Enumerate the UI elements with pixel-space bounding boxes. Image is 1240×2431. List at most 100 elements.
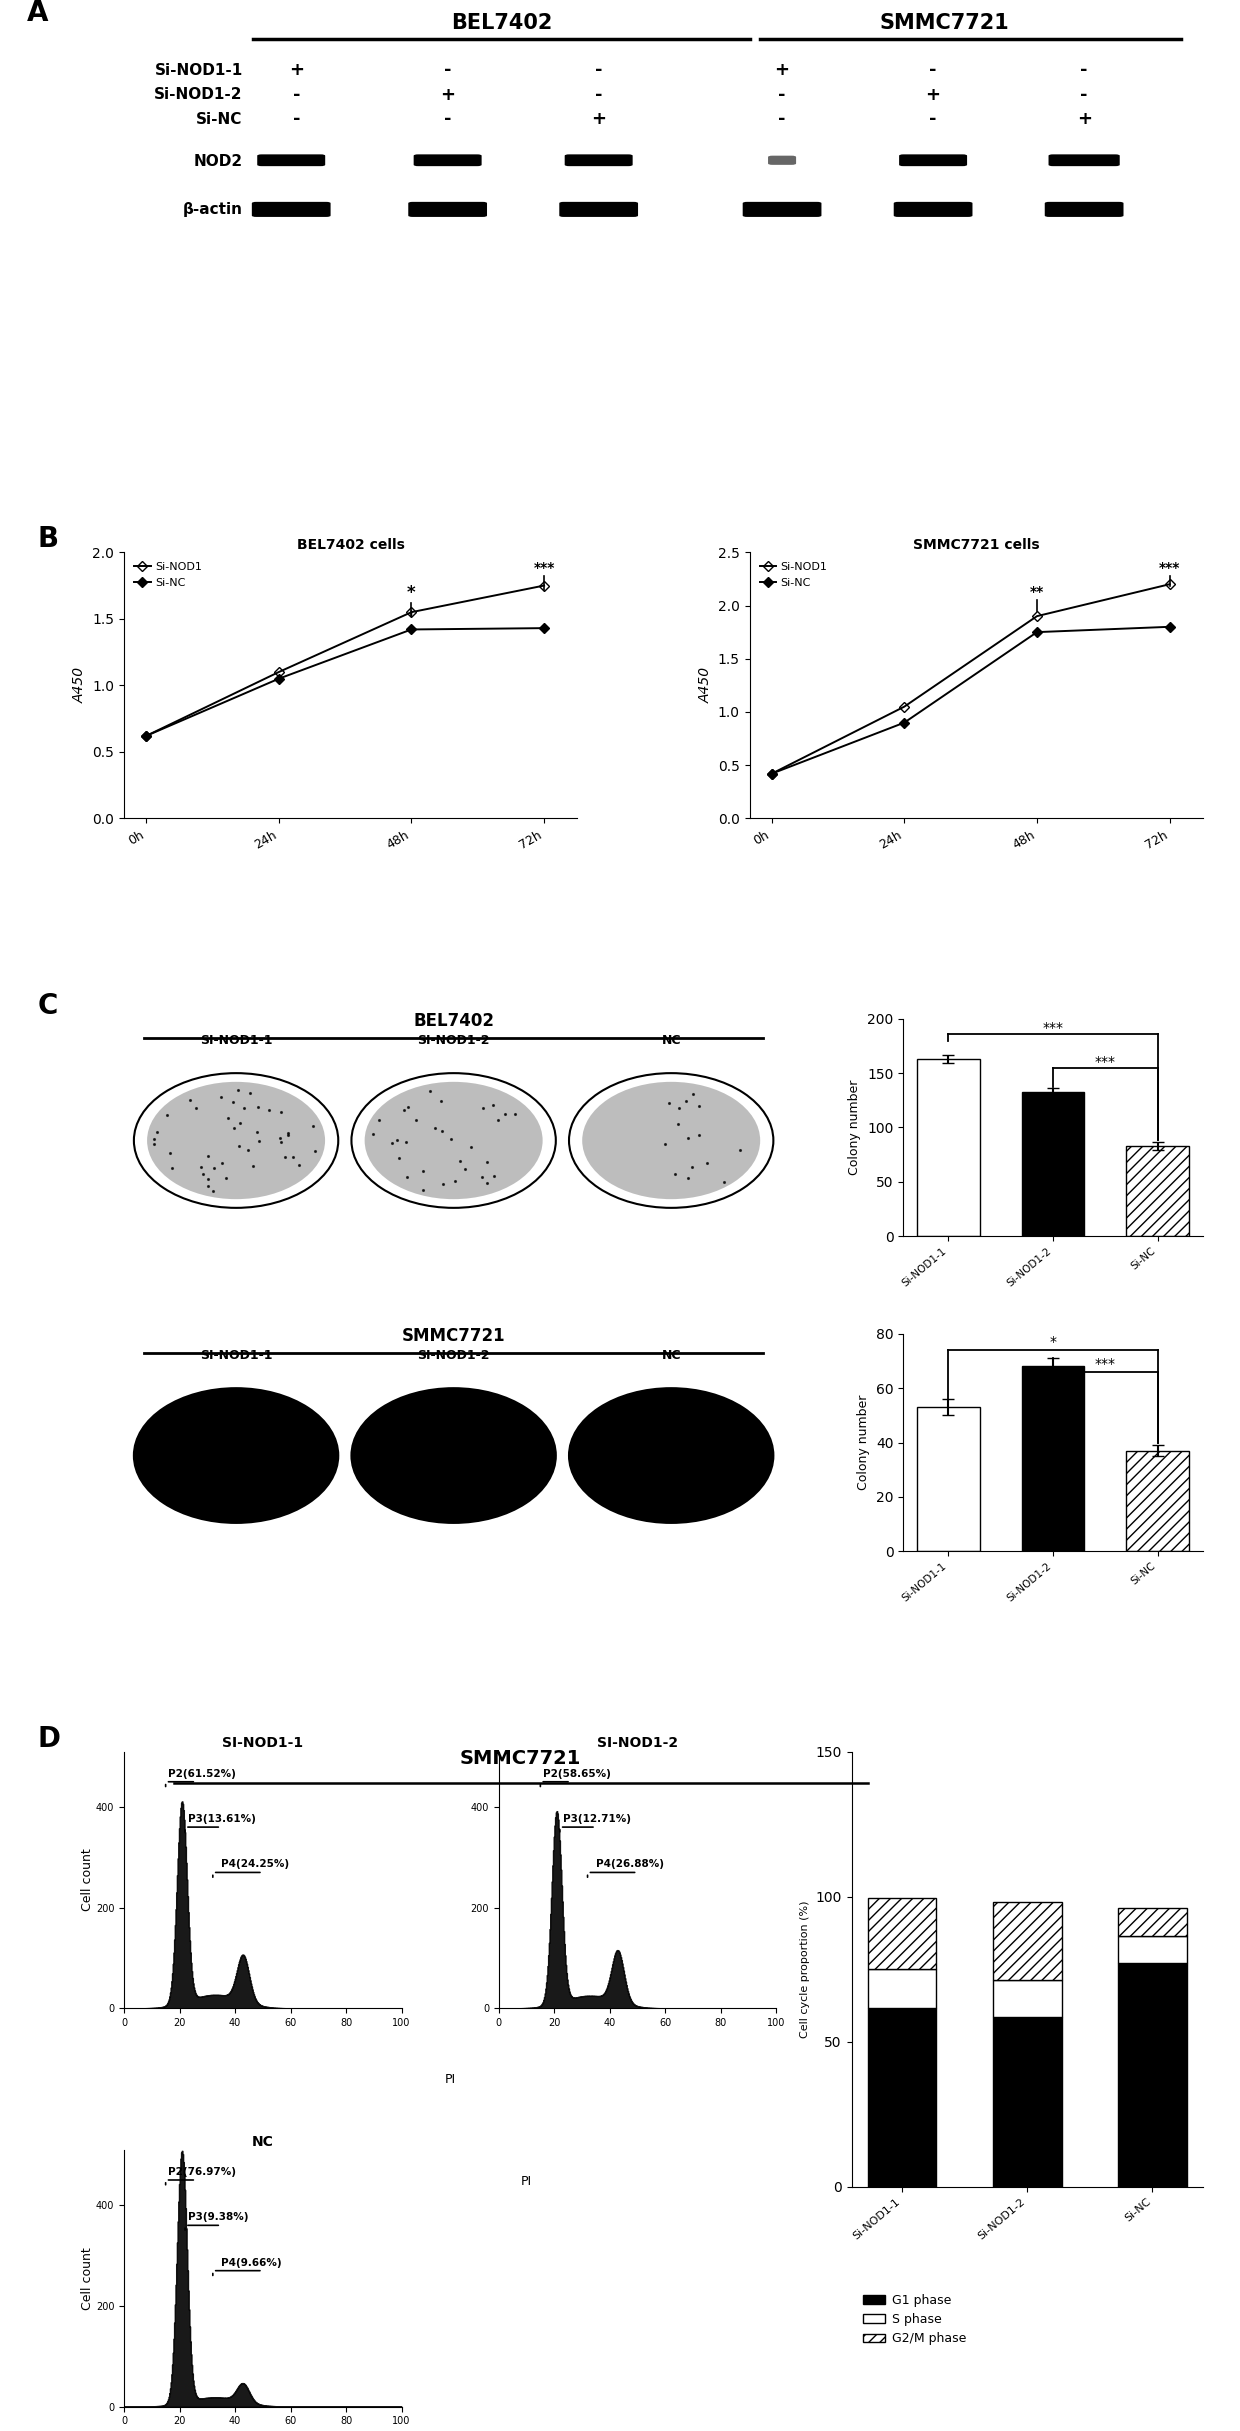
Circle shape xyxy=(569,1072,774,1208)
Si-NC xyxy=(1029,617,1044,647)
Bar xyxy=(916,1408,980,1551)
Bar xyxy=(1118,1908,1187,1935)
Bar xyxy=(868,1899,936,1969)
Text: P4(26.88%): P4(26.88%) xyxy=(596,1860,663,1869)
Text: -: - xyxy=(1080,85,1087,105)
Bar xyxy=(1022,1366,1085,1551)
Text: D: D xyxy=(37,1724,61,1753)
Text: C: C xyxy=(37,992,57,1021)
Bar xyxy=(993,2018,1061,2188)
Bar xyxy=(1118,1935,1187,1964)
Bar xyxy=(1126,1451,1189,1551)
Text: *: * xyxy=(1049,1335,1056,1349)
Y-axis label: Colony number: Colony number xyxy=(848,1079,862,1174)
Title: SI-NOD1-1: SI-NOD1-1 xyxy=(222,1736,304,1750)
Bar xyxy=(1022,1092,1085,1235)
Text: -: - xyxy=(444,61,451,80)
Text: SMMC7721: SMMC7721 xyxy=(460,1748,582,1767)
Text: *: * xyxy=(407,583,415,600)
Circle shape xyxy=(351,1072,556,1208)
Bar xyxy=(868,1969,936,2008)
Title: SI-NOD1-2: SI-NOD1-2 xyxy=(596,1736,678,1750)
Line: Si-NC: Si-NC xyxy=(143,625,548,739)
Text: P3(13.61%): P3(13.61%) xyxy=(187,1814,255,1823)
Title: NC: NC xyxy=(252,2134,274,2149)
Bar xyxy=(916,1060,980,1235)
Text: +: + xyxy=(591,109,606,129)
Text: P2(76.97%): P2(76.97%) xyxy=(169,2166,237,2176)
Text: β-actin: β-actin xyxy=(182,202,243,216)
Y-axis label: A450: A450 xyxy=(73,666,87,703)
Text: Si-NOD1-1: Si-NOD1-1 xyxy=(155,63,243,78)
Y-axis label: Cell count: Cell count xyxy=(82,2246,94,2309)
Circle shape xyxy=(583,1082,760,1198)
Text: SI-NOD1-1: SI-NOD1-1 xyxy=(200,1349,273,1361)
Circle shape xyxy=(134,1072,339,1208)
Text: P2(61.52%): P2(61.52%) xyxy=(169,1770,237,1779)
Y-axis label: Colony number: Colony number xyxy=(857,1395,870,1490)
Text: -: - xyxy=(929,109,937,129)
Text: SMMC7721: SMMC7721 xyxy=(402,1327,506,1344)
Text: Si-NC: Si-NC xyxy=(196,112,243,126)
Text: SMMC7721: SMMC7721 xyxy=(879,12,1009,34)
Text: +: + xyxy=(440,85,455,105)
Text: **: ** xyxy=(1030,586,1044,598)
Title: BEL7402 cells: BEL7402 cells xyxy=(296,537,404,552)
Si-NC xyxy=(272,664,286,693)
Text: -: - xyxy=(595,85,603,105)
Text: NC: NC xyxy=(661,1033,681,1048)
Text: ***: *** xyxy=(1043,1021,1064,1036)
Text: PI: PI xyxy=(445,2074,456,2086)
Line: Si-NOD1: Si-NOD1 xyxy=(143,581,548,739)
Y-axis label: Cell cycle proportion (%): Cell cycle proportion (%) xyxy=(800,1901,810,2037)
Y-axis label: Cell count: Cell count xyxy=(82,1848,94,1911)
Line: Si-NC: Si-NC xyxy=(768,622,1173,778)
Si-NC xyxy=(1162,613,1177,642)
Circle shape xyxy=(148,1082,325,1198)
Text: -: - xyxy=(929,61,937,80)
FancyBboxPatch shape xyxy=(899,153,967,165)
Text: SI-NOD1-2: SI-NOD1-2 xyxy=(418,1349,490,1361)
Si-NC xyxy=(404,615,419,644)
Si-NOD1 xyxy=(537,571,552,600)
Text: ***: *** xyxy=(1159,562,1180,574)
FancyBboxPatch shape xyxy=(257,153,325,165)
FancyBboxPatch shape xyxy=(559,202,639,216)
Text: -: - xyxy=(595,61,603,80)
Y-axis label: A450: A450 xyxy=(698,666,712,703)
Title: SMMC7721 cells: SMMC7721 cells xyxy=(913,537,1039,552)
Circle shape xyxy=(351,1388,556,1522)
Si-NC xyxy=(764,758,779,788)
Si-NOD1 xyxy=(1029,600,1044,630)
FancyBboxPatch shape xyxy=(743,202,821,216)
Text: SI-NOD1-2: SI-NOD1-2 xyxy=(418,1033,490,1048)
Text: ***: *** xyxy=(1095,1356,1116,1371)
Si-NOD1 xyxy=(897,693,911,722)
FancyBboxPatch shape xyxy=(1045,202,1123,216)
FancyBboxPatch shape xyxy=(1049,153,1120,165)
FancyBboxPatch shape xyxy=(252,202,331,216)
Circle shape xyxy=(365,1082,543,1198)
Text: +: + xyxy=(289,61,304,80)
Si-NOD1 xyxy=(1162,569,1177,598)
Text: P3(12.71%): P3(12.71%) xyxy=(563,1814,631,1823)
Si-NC xyxy=(537,613,552,642)
Bar xyxy=(868,2008,936,2188)
Bar xyxy=(993,1901,1061,1979)
Si-NC xyxy=(897,707,911,737)
Bar xyxy=(1118,1964,1187,2188)
Text: -: - xyxy=(1080,61,1087,80)
Line: Si-NOD1: Si-NOD1 xyxy=(768,581,1173,778)
Bar xyxy=(1126,1145,1189,1235)
Text: B: B xyxy=(37,525,58,554)
Text: NOD2: NOD2 xyxy=(193,156,243,170)
Text: SI-NOD1-1: SI-NOD1-1 xyxy=(200,1033,273,1048)
Text: +: + xyxy=(1076,109,1091,129)
Si-NOD1 xyxy=(404,598,419,627)
Text: P4(24.25%): P4(24.25%) xyxy=(221,1860,289,1869)
Legend: G1 phase, S phase, G2/M phase: G1 phase, S phase, G2/M phase xyxy=(858,2290,971,2351)
Text: ***: *** xyxy=(1095,1055,1116,1070)
Text: A: A xyxy=(27,0,48,27)
FancyBboxPatch shape xyxy=(564,153,632,165)
FancyBboxPatch shape xyxy=(768,156,796,165)
